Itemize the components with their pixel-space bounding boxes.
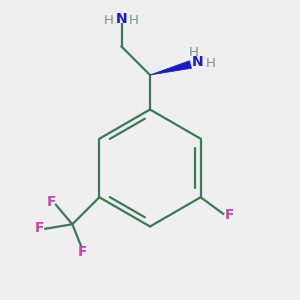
Text: F: F [46, 195, 56, 209]
Text: H: H [189, 46, 198, 59]
Text: H: H [129, 14, 139, 27]
Text: N: N [192, 55, 204, 68]
Polygon shape [150, 61, 191, 75]
Text: H: H [206, 57, 216, 70]
Text: F: F [35, 221, 45, 235]
Text: N: N [116, 12, 127, 26]
Text: F: F [225, 208, 235, 222]
Text: F: F [78, 245, 88, 259]
Text: H: H [104, 14, 114, 27]
